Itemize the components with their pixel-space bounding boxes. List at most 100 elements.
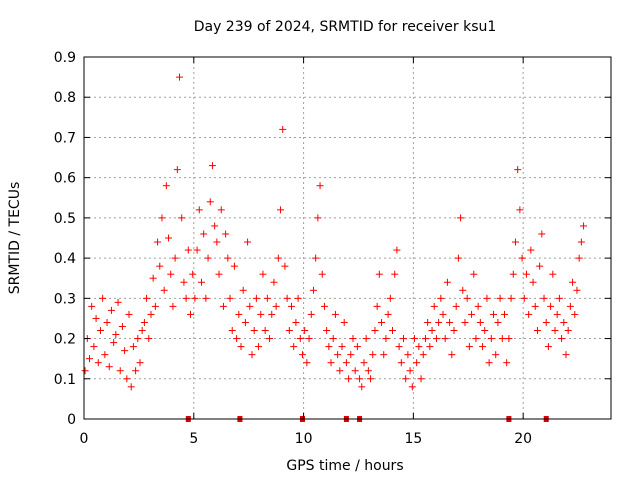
data-point	[121, 347, 129, 355]
y-tick-label: 0.1	[54, 372, 76, 388]
axis-ticks	[83, 56, 611, 420]
plot-frame	[83, 56, 612, 420]
data-point	[213, 238, 221, 246]
y-tick-label: 0.3	[54, 291, 76, 307]
data-point	[107, 306, 115, 314]
data-point	[468, 310, 476, 318]
y-tick-label: 0.7	[54, 130, 76, 146]
x-tick-label: 0	[80, 431, 89, 447]
data-point	[162, 182, 170, 190]
data-point	[347, 351, 355, 359]
data-point	[520, 294, 528, 302]
data-point	[94, 359, 102, 367]
data-point	[272, 302, 280, 310]
data-point	[123, 375, 131, 383]
data-point	[457, 214, 465, 222]
data-point	[99, 294, 107, 302]
data-point	[88, 302, 96, 310]
y-tick-label: 0.2	[54, 332, 76, 348]
data-point	[470, 270, 478, 278]
y-tick-label: 0.5	[54, 211, 76, 227]
data-point	[167, 270, 175, 278]
data-point	[246, 302, 254, 310]
data-point	[342, 359, 350, 367]
data-point	[237, 343, 245, 351]
data-point	[410, 335, 418, 343]
data-point	[553, 310, 561, 318]
data-point	[200, 230, 208, 238]
data-point	[222, 230, 230, 238]
data-point	[233, 335, 241, 343]
data-point	[408, 383, 416, 391]
data-point	[375, 270, 383, 278]
data-point	[261, 327, 269, 335]
data-point	[314, 214, 322, 222]
data-point	[551, 327, 559, 335]
data-point	[290, 343, 298, 351]
data-point	[255, 343, 263, 351]
y-axis-label: SRMTID / TECUs	[7, 182, 23, 295]
data-point	[404, 351, 412, 359]
data-point	[191, 294, 199, 302]
data-point	[503, 359, 511, 367]
data-point	[463, 294, 471, 302]
data-point	[391, 270, 399, 278]
data-point	[448, 351, 456, 359]
data-point	[459, 286, 467, 294]
data-point	[281, 262, 289, 270]
data-point	[241, 318, 249, 326]
chart-title: Day 239 of 2024, SRMTID for receiver ksu…	[194, 19, 497, 35]
data-point	[257, 310, 265, 318]
data-point	[367, 375, 375, 383]
data-point	[303, 359, 311, 367]
data-point	[492, 351, 500, 359]
data-point	[417, 375, 425, 383]
data-point	[527, 246, 535, 254]
data-point	[549, 270, 557, 278]
data-point	[443, 278, 451, 286]
data-point	[309, 286, 317, 294]
data-point	[573, 286, 581, 294]
data-point	[129, 343, 137, 351]
data-point	[369, 351, 377, 359]
data-point	[178, 214, 186, 222]
data-point	[268, 310, 276, 318]
data-point	[134, 335, 142, 343]
data-point	[320, 302, 328, 310]
data-point	[419, 351, 427, 359]
data-point	[509, 270, 517, 278]
data-point	[288, 302, 296, 310]
data-point	[277, 206, 285, 214]
data-point	[140, 318, 148, 326]
data-point	[158, 214, 166, 222]
data-point	[538, 230, 546, 238]
data-point	[151, 302, 159, 310]
data-point	[490, 310, 498, 318]
data-point	[501, 310, 509, 318]
y-tick-label: 0.6	[54, 171, 76, 187]
data-point	[336, 367, 344, 375]
data-point	[498, 335, 506, 343]
data-point	[421, 335, 429, 343]
y-tick-label: 0.9	[54, 50, 76, 66]
data-point	[378, 318, 386, 326]
x-tick-label: 15	[404, 431, 422, 447]
data-point	[351, 367, 359, 375]
data-point	[580, 222, 588, 230]
data-point	[494, 318, 502, 326]
data-point	[507, 294, 515, 302]
data-point	[533, 327, 541, 335]
data-point	[283, 294, 291, 302]
data-point	[479, 343, 487, 351]
data-point	[384, 310, 392, 318]
y-tick-label: 0.4	[54, 251, 76, 267]
data-point	[171, 254, 179, 262]
data-point	[301, 327, 309, 335]
data-point	[217, 206, 225, 214]
data-point	[160, 286, 168, 294]
data-point	[406, 367, 414, 375]
data-point	[441, 335, 449, 343]
data-point	[298, 351, 306, 359]
data-point	[386, 294, 394, 302]
data-point	[371, 327, 379, 335]
